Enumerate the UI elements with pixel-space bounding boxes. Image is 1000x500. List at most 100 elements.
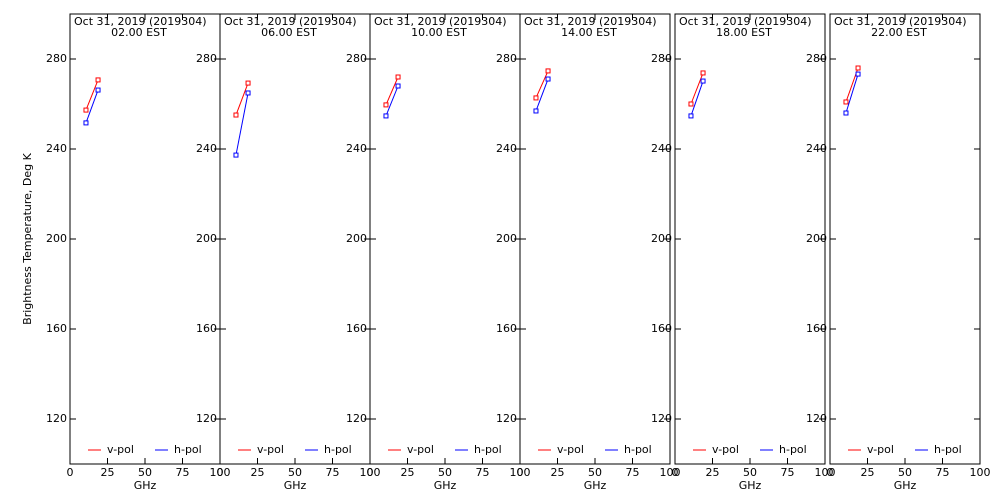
panel-title: Oct 31, 2019 (2019304)	[224, 15, 357, 28]
point-marker	[245, 80, 251, 86]
x-tick-label: 75	[476, 466, 490, 479]
x-tick-label: 0	[827, 466, 834, 479]
x-axis-label: GHz	[894, 479, 917, 492]
x-tick-label: 25	[101, 466, 115, 479]
x-tick-label: 25	[861, 466, 875, 479]
x-axis-label: GHz	[739, 479, 762, 492]
x-tick-label: 0	[517, 466, 524, 479]
y-tick-label: 280	[806, 52, 827, 65]
y-tick-label: 280	[46, 52, 67, 65]
point-marker	[545, 68, 551, 74]
x-tick-label: 0	[672, 466, 679, 479]
x-tick-label: 50	[138, 466, 152, 479]
x-tick-label: 0	[67, 466, 74, 479]
point-marker	[383, 102, 389, 108]
x-tick-label: 75	[326, 466, 340, 479]
x-tick-label: 50	[438, 466, 452, 479]
legend-label: h-pol	[474, 443, 502, 456]
x-tick-label: 50	[588, 466, 602, 479]
plot-frame	[829, 13, 981, 465]
y-tick-label: 120	[496, 412, 517, 425]
point-marker	[533, 108, 539, 114]
y-tick-label: 160	[196, 322, 217, 335]
legend-label: v-pol	[107, 443, 134, 456]
y-tick-label: 240	[46, 142, 67, 155]
y-tick-label: 240	[806, 142, 827, 155]
legend-label: v-pol	[867, 443, 894, 456]
x-axis-label: GHz	[134, 479, 157, 492]
point-marker	[855, 65, 861, 71]
panel-subtitle: 10.00 EST	[411, 26, 467, 39]
x-tick-label: 75	[176, 466, 190, 479]
point-marker	[843, 99, 849, 105]
point-marker	[688, 101, 694, 107]
panel-title: Oct 31, 2019 (2019304)	[374, 15, 507, 28]
series-line	[535, 70, 549, 99]
x-tick-label: 100	[660, 466, 681, 479]
x-tick-label: 50	[898, 466, 912, 479]
legend-label: v-pol	[407, 443, 434, 456]
point-marker	[855, 71, 861, 77]
x-tick-label: 75	[626, 466, 640, 479]
x-tick-label: 100	[510, 466, 531, 479]
panel-subtitle: 22.00 EST	[871, 26, 927, 39]
x-tick-label: 25	[706, 466, 720, 479]
series-line	[690, 80, 704, 117]
legend-label: h-pol	[324, 443, 352, 456]
point-marker	[395, 83, 401, 89]
y-tick-label: 160	[46, 322, 67, 335]
series-line	[535, 78, 549, 112]
plot-frame	[674, 13, 826, 465]
plot-frame	[519, 13, 671, 465]
y-tick-label: 240	[496, 142, 517, 155]
point-marker	[95, 87, 101, 93]
x-tick-label: 25	[251, 466, 265, 479]
panel-subtitle: 14.00 EST	[561, 26, 617, 39]
y-tick-label: 160	[651, 322, 672, 335]
point-marker	[233, 152, 239, 158]
point-marker	[700, 78, 706, 84]
y-tick-label: 200	[651, 232, 672, 245]
x-tick-label: 100	[210, 466, 231, 479]
y-tick-label: 160	[496, 322, 517, 335]
y-tick-label: 280	[496, 52, 517, 65]
panel-title: Oct 31, 2019 (2019304)	[74, 15, 207, 28]
legend-label: h-pol	[624, 443, 652, 456]
panel-subtitle: 18.00 EST	[716, 26, 772, 39]
series-line	[385, 85, 399, 117]
x-tick-label: 50	[743, 466, 757, 479]
y-tick-label: 240	[346, 142, 367, 155]
point-marker	[95, 77, 101, 83]
point-marker	[83, 107, 89, 113]
x-tick-label: 75	[936, 466, 950, 479]
y-axis-label: Brightness Temperature, Deg K	[21, 152, 34, 324]
y-tick-label: 120	[46, 412, 67, 425]
point-marker	[688, 113, 694, 119]
point-marker	[83, 120, 89, 126]
x-tick-label: 50	[288, 466, 302, 479]
y-tick-label: 200	[496, 232, 517, 245]
panel-title: Oct 31, 2019 (2019304)	[679, 15, 812, 28]
series-line	[385, 76, 399, 106]
y-tick-label: 200	[806, 232, 827, 245]
legend-label: h-pol	[934, 443, 962, 456]
legend-label: v-pol	[257, 443, 284, 456]
panel-title: Oct 31, 2019 (2019304)	[524, 15, 657, 28]
y-tick-label: 120	[196, 412, 217, 425]
y-tick-label: 240	[651, 142, 672, 155]
x-tick-label: 25	[401, 466, 415, 479]
y-tick-label: 160	[806, 322, 827, 335]
series-line	[85, 89, 99, 124]
series-line	[235, 82, 249, 116]
panel-subtitle: 06.00 EST	[261, 26, 317, 39]
x-axis-label: GHz	[284, 479, 307, 492]
series-line	[690, 72, 704, 105]
x-tick-label: 100	[815, 466, 836, 479]
point-marker	[383, 113, 389, 119]
point-marker	[233, 112, 239, 118]
y-tick-label: 200	[46, 232, 67, 245]
x-tick-label: 100	[360, 466, 381, 479]
legend-label: h-pol	[779, 443, 807, 456]
y-tick-label: 280	[651, 52, 672, 65]
